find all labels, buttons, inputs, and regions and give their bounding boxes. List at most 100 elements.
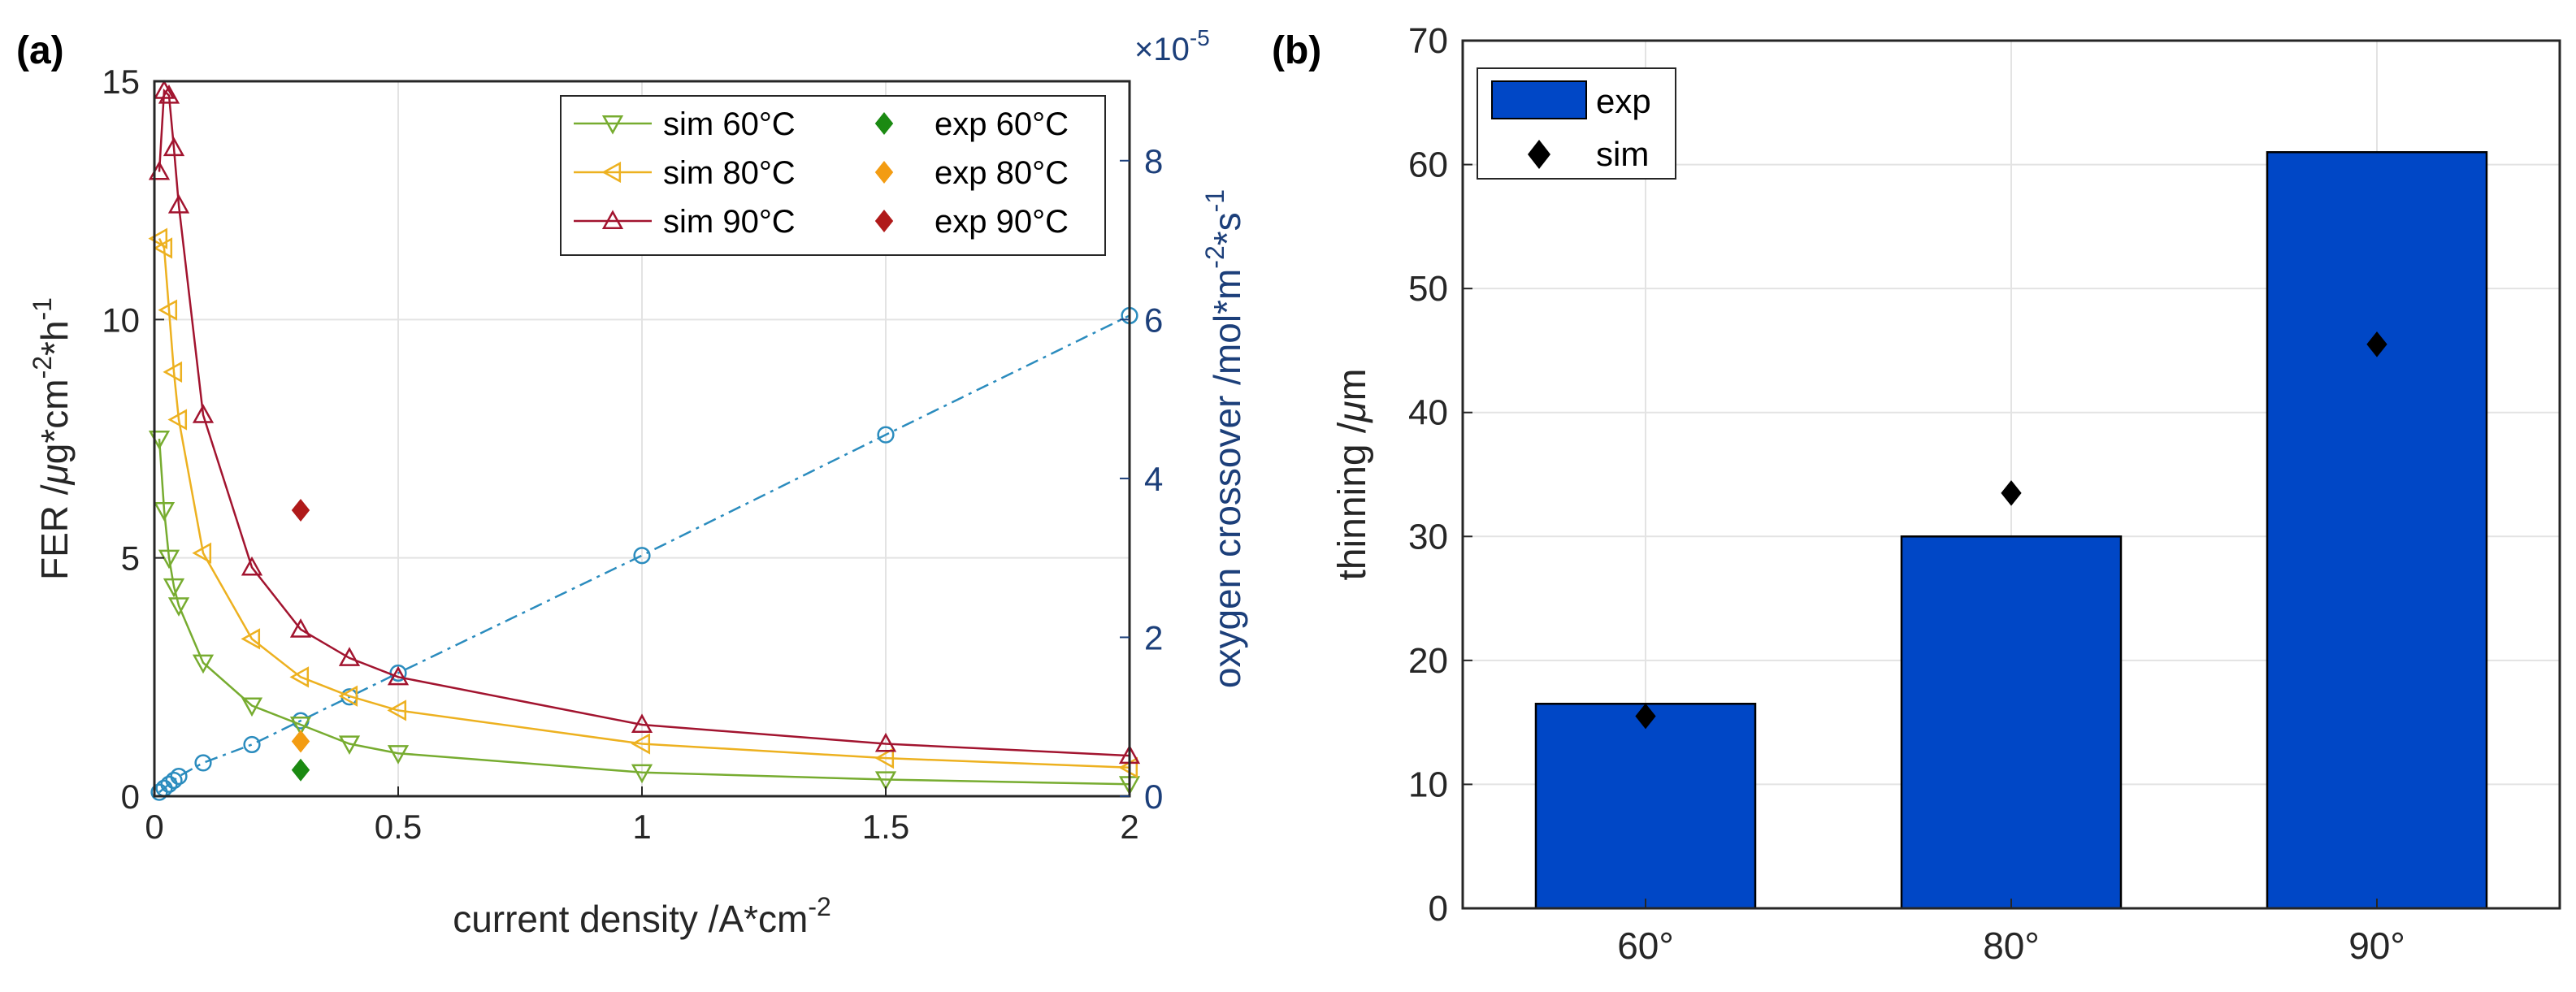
x-tick-label: 0.5 — [375, 808, 422, 846]
sim-marker-60 — [1635, 703, 1656, 730]
legend-exp-swatch — [1491, 80, 1587, 119]
panel-b-sim-markers — [1635, 331, 2387, 730]
sim-90-c-point — [192, 404, 215, 423]
bar-exp-80 — [1900, 535, 2123, 910]
y-tick-label: 50 — [1408, 269, 1448, 309]
left-y-tick-label: 15 — [102, 63, 140, 101]
bar-exp-90 — [2266, 151, 2488, 910]
exp-90-c-point — [291, 498, 310, 522]
sim-90-c-point — [289, 618, 312, 638]
left-y-tick-label: 0 — [121, 778, 140, 816]
oxygen-crossover-point — [243, 735, 261, 754]
panel-a-legend: sim 60°C sim 80°C sim 90°C exp 60°C exp 80°C… — [560, 95, 1106, 256]
panel-a-left-y-axis-label: FER /μg*cm-2*h-1 — [28, 297, 76, 580]
sim-60-c-point — [153, 501, 176, 522]
x-tick-label: 0 — [145, 808, 163, 846]
y-tick-label: 40 — [1408, 393, 1448, 433]
sim-60-c-point — [387, 745, 410, 765]
panel-a-fer-series — [148, 80, 1141, 795]
sim-60-c-point — [289, 716, 312, 736]
x-category-label: 80° — [1983, 925, 2040, 967]
x-tick-label: 1 — [632, 808, 651, 846]
sim-80-c-point — [631, 733, 651, 755]
bar-exp-60 — [1534, 703, 1757, 910]
sim-60-c-point — [241, 697, 263, 717]
oxygen-crossover-point — [877, 426, 895, 444]
legend-sim-80-c-label: sim 80°C — [663, 155, 796, 191]
sim-80-c-point — [192, 542, 212, 564]
right-y-tick-label: 0 — [1144, 778, 1163, 816]
panel-b-bars — [1534, 151, 2488, 910]
sim-90-c-point — [631, 713, 653, 734]
sim-90-c-line — [158, 88, 1130, 757]
x-category-label: 60° — [1617, 925, 1674, 967]
panel-a-left-y-ticks: 0 5 10 15 — [102, 63, 164, 816]
legend-exp-80-c-marker — [874, 160, 894, 184]
panel-a-right-y-axis-label: oxygen crossover /mol*m-2*s-1 — [1200, 189, 1248, 688]
sim-60-c-point — [167, 597, 190, 617]
sim-80-c-point — [148, 227, 168, 249]
x-category-label: 90° — [2348, 925, 2405, 967]
sim-90-c-point — [167, 193, 190, 214]
legend-exp-90-c-label: exp 90°C — [935, 204, 1069, 240]
sim-60-c-line — [158, 438, 1130, 786]
panel-b-legend: exp sim — [1477, 67, 1676, 180]
legend-exp-60-c-label: exp 60°C — [935, 106, 1069, 142]
legend-exp-80-c-label: exp 80°C — [935, 155, 1069, 191]
right-axis-exponent: ×10-5 — [1134, 25, 1210, 67]
sim-90-c-point — [387, 665, 410, 686]
sim-60-c-point — [338, 735, 361, 756]
sim-80-c-line — [158, 238, 1130, 769]
legend-sim-60-c-marker — [601, 115, 624, 135]
panel-a-right-y-ticks: 0 2 4 6 8 — [1120, 142, 1163, 816]
y-tick-label: 60 — [1408, 145, 1448, 185]
panel-b-thinning-chart: (b) 60° 80° 90° 0 10 20 30 40 50 60 70 thinning /… — [1272, 21, 2561, 967]
right-y-tick-label: 2 — [1144, 618, 1163, 656]
oxygen-crossover-point — [165, 771, 183, 790]
panel-a-oxygen-crossover-series — [150, 306, 1138, 801]
sim-60-c-point — [874, 771, 897, 791]
legend-exp-90-c-marker — [874, 209, 894, 233]
legend-sim-diamond — [1528, 140, 1550, 169]
sim-80-c-point — [163, 361, 183, 383]
left-y-tick-label: 10 — [102, 301, 140, 339]
sim-80-c-point — [289, 666, 310, 688]
sim-marker-90 — [2366, 331, 2387, 357]
legend-sim-90-c-label: sim 90°C — [663, 204, 796, 240]
sim-80-c-point — [241, 628, 261, 650]
legend-sim-80-c-marker — [601, 161, 622, 184]
right-y-tick-label: 6 — [1144, 301, 1163, 339]
x-tick-label: 1.5 — [862, 808, 909, 846]
panel-a-tag: (a) — [16, 29, 64, 72]
x-tick-label: 2 — [1120, 808, 1138, 846]
sim-90-c-point — [153, 80, 176, 99]
left-y-tick-label: 5 — [121, 539, 140, 578]
sim-80-c-point — [167, 409, 188, 431]
panel-b-x-ticks: 60° 80° 90° — [1617, 899, 2405, 967]
sim-80-c-point — [153, 237, 173, 259]
y-tick-label: 70 — [1408, 21, 1448, 61]
panel-b-y-ticks: 0 10 20 30 40 50 60 70 — [1408, 21, 1472, 929]
sim-marker-80 — [2001, 480, 2022, 506]
legend-sim-90-c-marker — [601, 210, 624, 230]
sim-90-c-point — [874, 732, 897, 752]
oxygen-crossover-point — [170, 767, 188, 786]
right-y-tick-label: 8 — [1144, 142, 1163, 180]
panel-b-tag: (b) — [1272, 29, 1321, 72]
panel-a-x-axis-label: current density /A*cm-2 — [453, 892, 831, 940]
legend-exp-label: exp — [1596, 82, 1651, 120]
legend-sim-60-c-label: sim 60°C — [663, 106, 796, 142]
sim-80-c-point — [338, 685, 358, 707]
sim-80-c-point — [387, 700, 407, 721]
y-tick-label: 0 — [1429, 889, 1448, 929]
exp-60-c-point — [291, 758, 310, 782]
sim-90-c-point — [338, 647, 361, 666]
y-tick-label: 20 — [1408, 641, 1448, 681]
oxygen-crossover-point — [633, 547, 651, 565]
y-tick-label: 30 — [1408, 517, 1448, 557]
panel-a-legend-box — [560, 95, 1106, 256]
sim-60-c-point — [158, 549, 180, 570]
panel-a-legend-entries: sim 60°C sim 80°C sim 90°C exp 60°C exp 80°C… — [574, 106, 1069, 240]
